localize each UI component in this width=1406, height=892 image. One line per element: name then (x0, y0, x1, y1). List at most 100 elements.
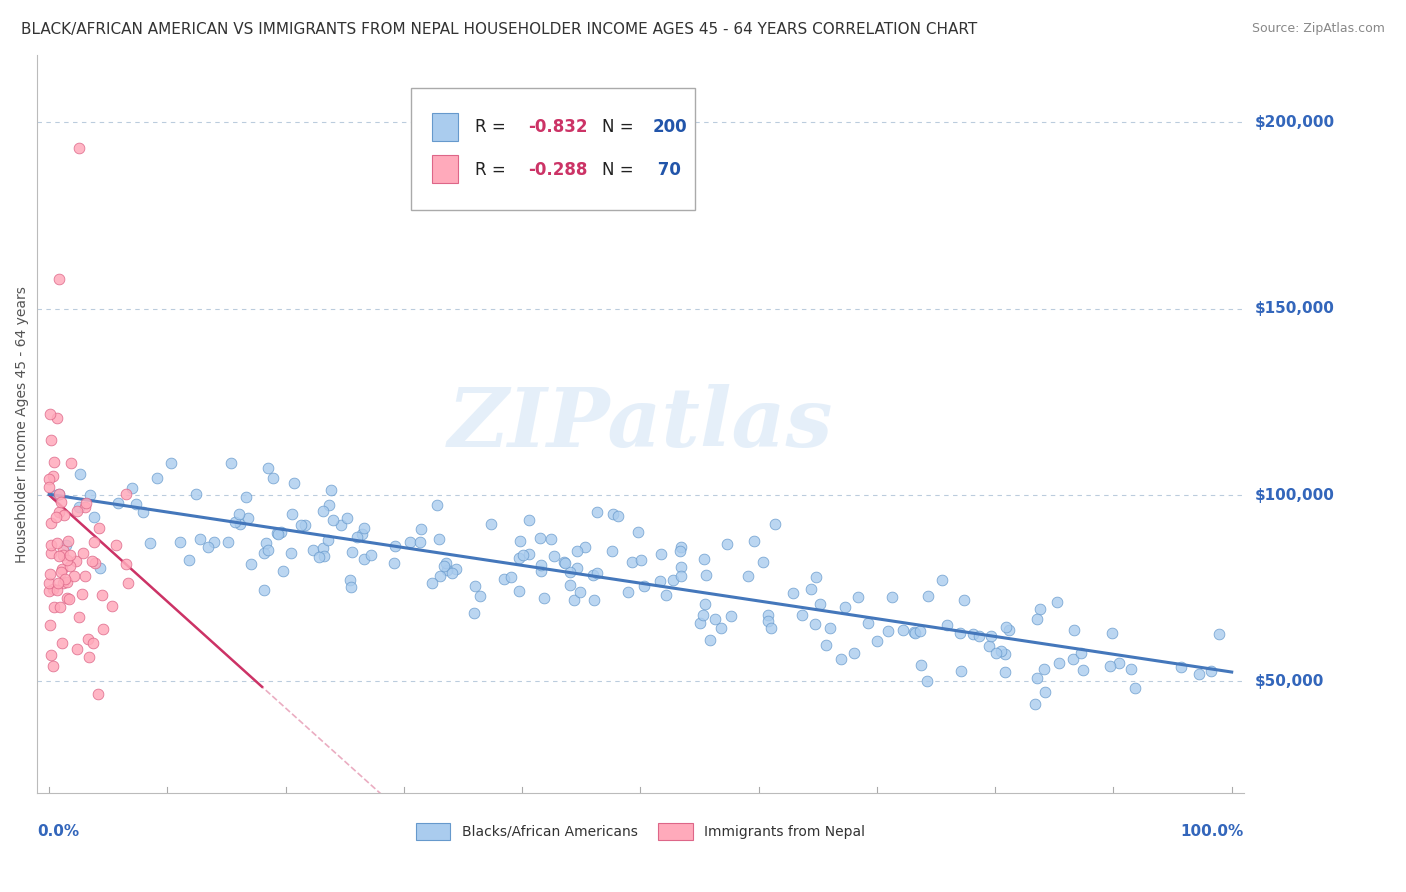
Point (479, 517, 502, 532)
Point (67, 610, 90, 624)
Point (257, 543, 280, 558)
Point (426, 498, 449, 512)
Point (908, 624, 931, 639)
Point (59, 456, 82, 470)
Point (224, 515, 246, 529)
Point (984, 646, 1007, 660)
Point (42, 599, 65, 614)
Point (67, 500, 90, 514)
Point (1188, 666, 1211, 681)
Point (340, 580, 363, 594)
Point (83, 510, 105, 524)
Point (508, 583, 530, 598)
Point (66, 641, 89, 656)
Point (353, 521, 375, 535)
Point (1071, 663, 1094, 677)
Point (434, 556, 457, 570)
Text: BLACK/AFRICAN AMERICAN VS IMMIGRANTS FROM NEPAL HOUSEHOLDER INCOME AGES 45 - 64 : BLACK/AFRICAN AMERICAN VS IMMIGRANTS FRO… (21, 22, 977, 37)
Point (508, 551, 530, 566)
Point (75, 496, 97, 510)
Point (48, 487, 70, 501)
Point (967, 629, 990, 643)
Text: N =: N = (602, 161, 638, 178)
Point (101, 599, 124, 614)
Point (565, 561, 588, 575)
Point (752, 555, 775, 569)
Point (1062, 651, 1084, 665)
Point (935, 618, 957, 632)
Point (567, 544, 589, 558)
Point (235, 490, 257, 504)
Point (720, 609, 742, 624)
Point (59, 548, 82, 562)
Point (662, 573, 685, 587)
Point (1025, 671, 1047, 685)
Point (49, 495, 72, 509)
Point (48, 487, 70, 501)
Point (228, 507, 250, 521)
Point (38, 408, 60, 422)
Point (169, 534, 191, 549)
Point (38, 584, 60, 599)
Point (238, 511, 260, 525)
Point (763, 517, 786, 532)
Point (1024, 697, 1046, 711)
Point (1033, 685, 1056, 699)
Point (669, 540, 692, 554)
Point (463, 606, 485, 620)
Point (56, 591, 79, 606)
Point (65, 504, 87, 518)
Point (39, 566, 62, 581)
Text: 70: 70 (652, 161, 682, 178)
Point (114, 486, 136, 500)
Point (903, 625, 925, 640)
Point (1101, 625, 1123, 640)
Point (55, 538, 77, 552)
Point (270, 525, 292, 540)
Point (52, 576, 75, 591)
Point (217, 535, 239, 549)
Point (409, 535, 432, 549)
Point (283, 475, 305, 490)
Point (562, 592, 585, 607)
Point (41, 433, 63, 447)
Point (339, 573, 361, 587)
Point (820, 622, 842, 636)
Point (517, 513, 540, 527)
Text: $100,000: $100,000 (1254, 488, 1334, 502)
Point (72, 546, 94, 560)
Point (312, 541, 335, 555)
Point (530, 558, 553, 572)
Point (586, 566, 609, 580)
Point (617, 585, 640, 599)
Point (846, 591, 869, 605)
Point (266, 525, 288, 540)
Point (693, 598, 716, 612)
Point (1046, 595, 1069, 609)
Point (737, 569, 759, 583)
Point (58, 592, 80, 607)
Point (262, 471, 284, 485)
Point (1070, 646, 1092, 660)
Point (318, 498, 340, 512)
Point (429, 569, 451, 583)
Point (89, 521, 111, 535)
Point (346, 530, 368, 544)
Point (90, 588, 112, 602)
Point (620, 555, 643, 569)
Point (52, 548, 75, 562)
Point (440, 566, 463, 581)
Point (858, 616, 880, 631)
Point (48, 599, 70, 614)
Point (340, 544, 363, 558)
Point (51, 636, 73, 650)
Point (554, 557, 576, 571)
Point (67, 141, 90, 155)
Point (710, 621, 733, 635)
Point (1108, 656, 1130, 670)
Y-axis label: Householder Income Ages 45 - 64 years: Householder Income Ages 45 - 64 years (15, 285, 30, 563)
Point (950, 664, 973, 678)
Point (39, 648, 62, 662)
Text: ZIPatlas: ZIPatlas (447, 384, 834, 464)
Point (866, 633, 889, 648)
